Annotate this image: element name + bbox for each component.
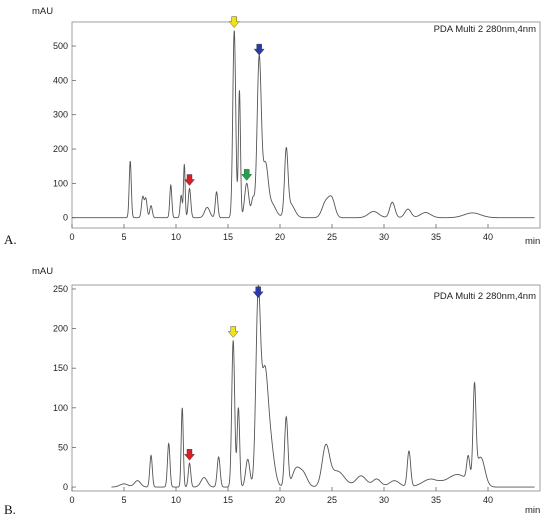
x-tick-label: 35: [431, 232, 441, 242]
x-tick-label: 10: [171, 232, 181, 242]
x-axis-ticks: 0 5 10 15 20 25 30 35 40: [69, 487, 493, 505]
detector-legend: PDA Multi 2 280nm,4nm: [434, 291, 537, 302]
chromatogram-panel-a: 0 100 200 300 400 500 0 5 10 15 20 25 30 35 40 mAU mi…: [4, 6, 541, 247]
peak-arrow-marker: [227, 326, 239, 338]
detector-legend: PDA Multi 2 280nm,4nm: [434, 24, 537, 35]
y-axis-ticks: 0 50 100 150 200 250: [53, 284, 76, 492]
plot-frame: [71, 284, 541, 492]
x-tick-label: 35: [431, 495, 441, 505]
x-tick-label: 25: [327, 232, 337, 242]
y-tick-label: 200: [53, 144, 68, 154]
plot-frame: [71, 21, 541, 229]
y-tick-label: 150: [53, 363, 68, 373]
y-tick-label: 300: [53, 110, 68, 120]
x-tick-label: 25: [327, 495, 337, 505]
y-tick-label: 0: [63, 482, 68, 492]
x-tick-label: 5: [121, 495, 126, 505]
x-tick-label: 15: [223, 495, 233, 505]
y-tick-label: 100: [53, 403, 68, 413]
x-tick-label: 20: [275, 232, 285, 242]
x-tick-label: 30: [379, 495, 389, 505]
y-tick-label: 250: [53, 284, 68, 294]
peak-markers: [184, 286, 264, 461]
y-tick-label: 200: [53, 324, 68, 334]
peak-markers: [184, 16, 265, 186]
x-tick-label: 40: [483, 232, 493, 242]
chromatogram-trace: [111, 284, 535, 488]
y-tick-label: 100: [53, 178, 68, 188]
x-axis-ticks: 0 5 10 15 20 25 30 35 40: [69, 224, 493, 242]
peak-arrow-marker: [241, 169, 253, 181]
y-tick-label: 50: [58, 442, 68, 452]
y-tick-label: 400: [53, 75, 68, 85]
x-tick-label: 5: [121, 232, 126, 242]
x-tick-label: 40: [483, 495, 493, 505]
x-tick-label: 0: [69, 232, 74, 242]
x-tick-label: 20: [275, 495, 285, 505]
y-tick-label: 0: [63, 213, 68, 223]
panel-label: A.: [4, 232, 17, 247]
peak-arrow-marker: [228, 16, 240, 28]
panel-label: B.: [4, 502, 16, 517]
y-tick-label: 500: [53, 41, 68, 51]
x-tick-label: 0: [69, 495, 74, 505]
chromatogram-trace: [72, 30, 535, 219]
x-axis-unit-label: min: [525, 505, 540, 516]
peak-arrow-marker: [253, 43, 265, 56]
x-tick-label: 10: [171, 495, 181, 505]
x-tick-label: 15: [223, 232, 233, 242]
peak-arrow-marker: [252, 286, 264, 299]
y-axis-unit-label: mAU: [32, 266, 53, 277]
y-axis-unit-label: mAU: [32, 6, 53, 17]
y-axis-ticks: 0 100 200 300 400 500: [53, 41, 76, 223]
x-tick-label: 30: [379, 232, 389, 242]
peak-arrow-marker: [184, 174, 195, 186]
peak-arrow-marker: [184, 449, 195, 461]
chromatogram-panel-b: 0 50 100 150 200 250 0 5 10 15 20 25 30 35 40 mAU min…: [4, 266, 541, 517]
x-axis-unit-label: min: [525, 236, 540, 247]
